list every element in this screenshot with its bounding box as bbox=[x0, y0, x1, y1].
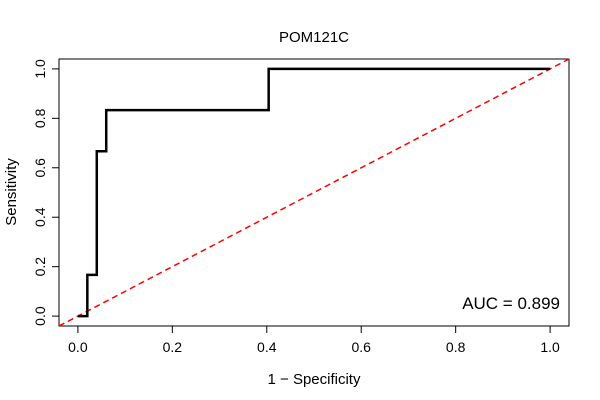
y-axis: 0.0 0.2 0.4 0.6 0.8 1.0 bbox=[32, 59, 60, 326]
x-tick-label: 0.2 bbox=[163, 339, 183, 355]
chart-title: POM121C bbox=[279, 29, 349, 46]
y-tick-label: 0.6 bbox=[32, 158, 48, 178]
x-axis-label: 1 − Specificity bbox=[268, 371, 361, 388]
series-layer bbox=[58, 58, 570, 327]
x-tick-label: 0.4 bbox=[257, 339, 277, 355]
x-tick-label: 1.0 bbox=[540, 339, 560, 355]
reference-diagonal-line bbox=[58, 58, 570, 327]
y-tick-label: 0.8 bbox=[32, 108, 48, 128]
y-tick-label: 0.4 bbox=[32, 207, 48, 227]
auc-annotation: AUC = 0.899 bbox=[462, 294, 560, 313]
x-axis: 0.0 0.2 0.4 0.6 0.8 1.0 bbox=[68, 325, 560, 355]
x-tick-label: 0.6 bbox=[351, 339, 371, 355]
y-tick-label: 0.2 bbox=[32, 257, 48, 277]
y-tick-label: 0.0 bbox=[32, 306, 48, 326]
y-axis-label: Sensitivity bbox=[3, 158, 20, 226]
x-tick-label: 0.8 bbox=[446, 339, 466, 355]
y-tick-label: 1.0 bbox=[32, 59, 48, 79]
plot-frame bbox=[58, 58, 570, 327]
roc-curve-line bbox=[77, 67, 551, 318]
x-tick-label: 0.0 bbox=[68, 339, 88, 355]
